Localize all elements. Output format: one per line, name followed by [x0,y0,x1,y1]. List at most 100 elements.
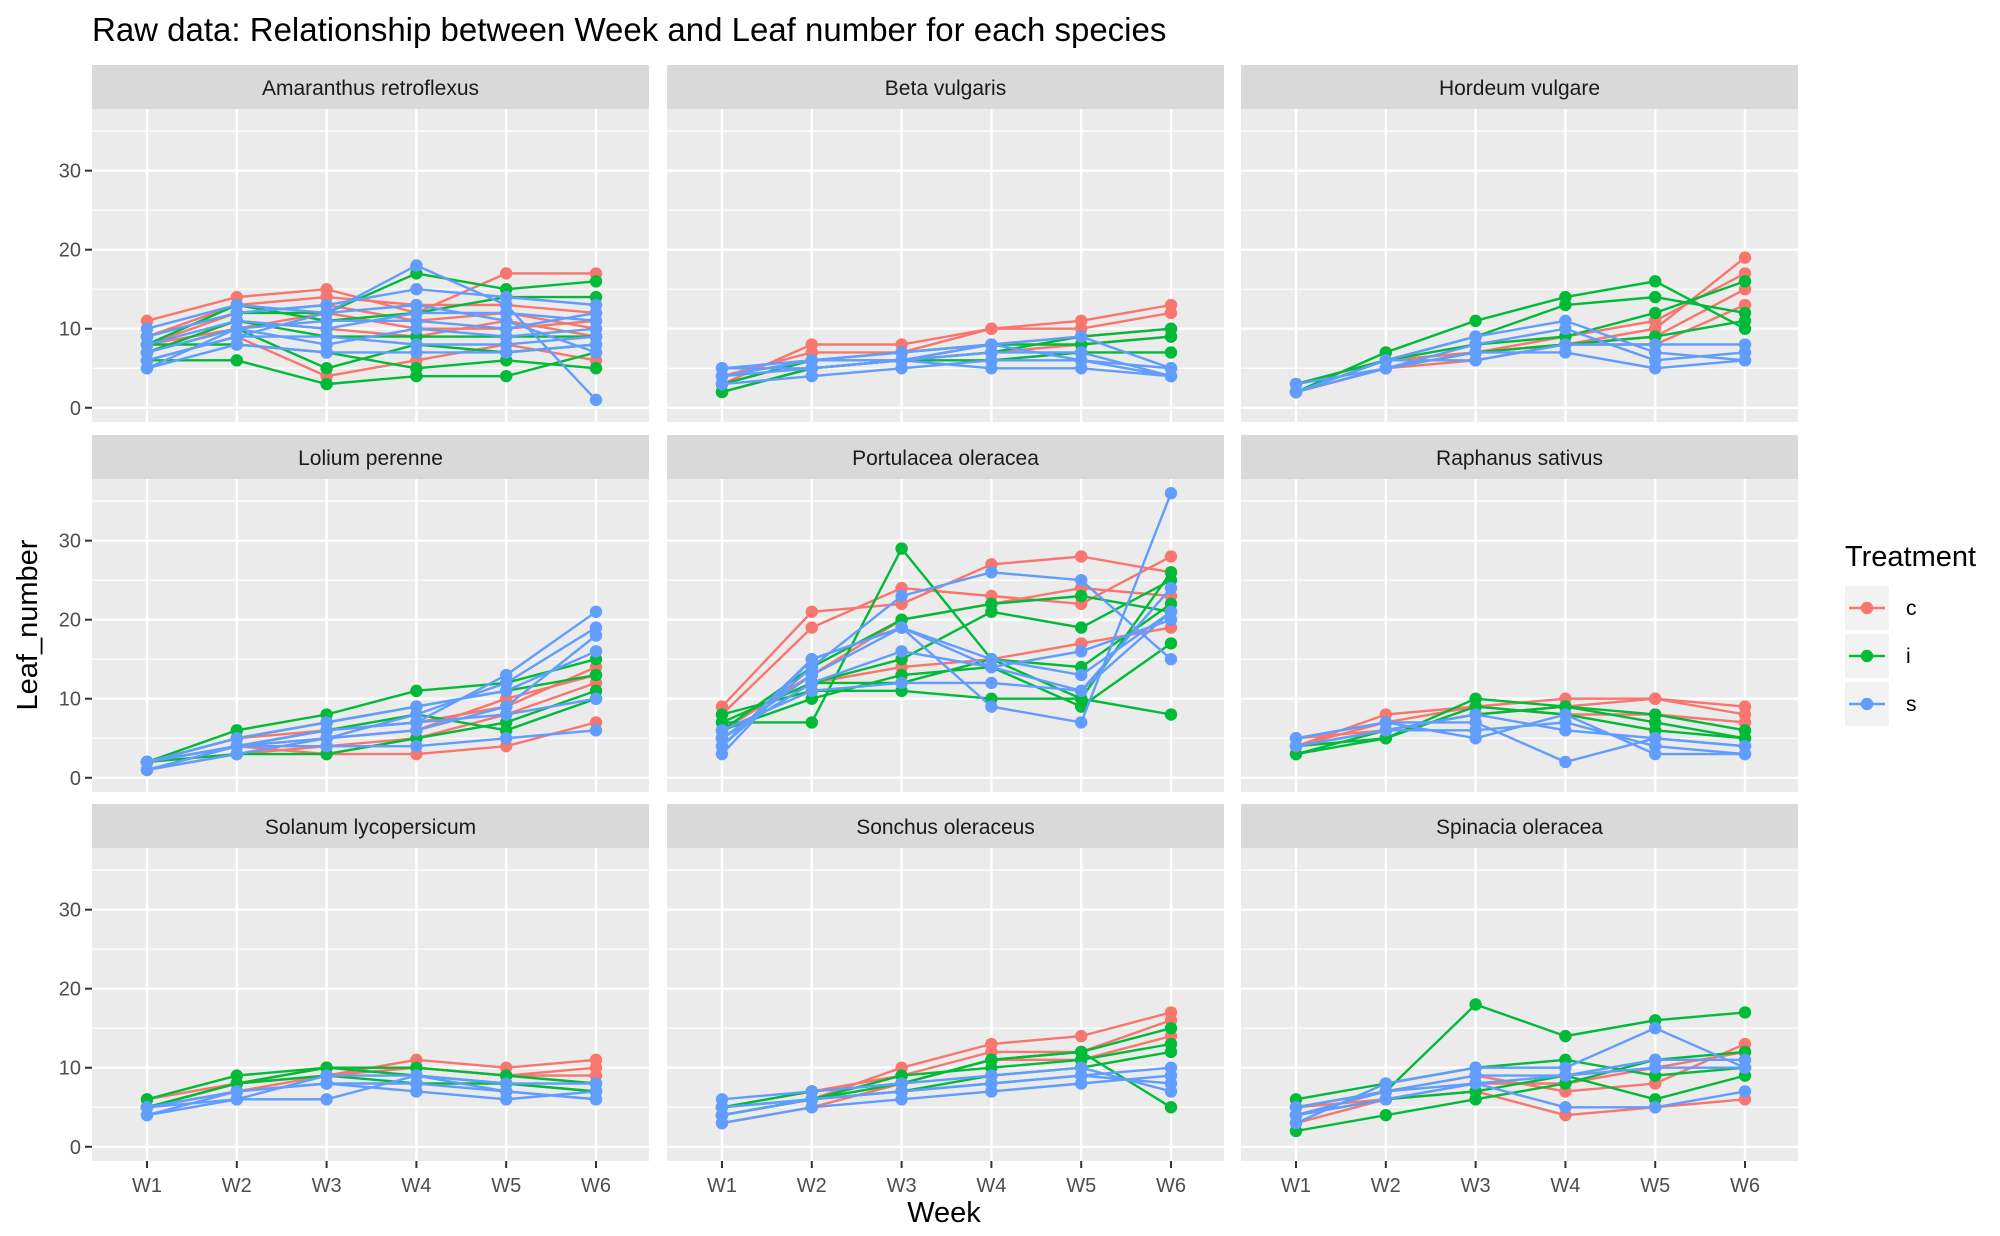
data-point-i [1559,298,1572,312]
data-point-s [589,393,603,407]
data-point-s [805,362,818,375]
legend: Treatment c i s [1845,541,1976,726]
data-point-i [805,716,818,729]
data-point-s [1649,362,1662,375]
data-point-s [805,653,818,666]
facet-strip-label: Beta vulgaris [885,77,1006,100]
series-line-s [146,343,597,370]
facet-panel: Lolium perenne 0 10 20 30 [59,435,649,792]
facet-panel: Portulacea oleracea [667,435,1224,792]
series-line-s [146,729,597,764]
data-point-s [589,1077,603,1090]
data-point-s [1649,1022,1662,1035]
data-point-s [1559,1101,1572,1114]
data-point-i [500,369,513,383]
data-point-i [1469,314,1482,328]
facet-strip [1241,804,1798,848]
x-axis-label: Week [907,1197,981,1229]
data-point-c [1164,550,1178,563]
data-point-s [500,1077,513,1090]
x-tick-label: W1 [132,1175,162,1197]
data-point-s [1469,708,1482,721]
data-point-i [985,605,998,618]
data-point-s [1559,338,1572,351]
data-point-s [1164,581,1178,595]
facet-panel: Amaranthus retroflexus 0 10 20 30 [59,65,649,422]
series-line-i [147,351,597,386]
series-line-s [146,1074,596,1109]
facet-panel: Spinacia oleracea W1 W2 W3 W4 W5 W6 [1241,804,1798,1197]
data-point-i [1738,314,1752,328]
data-point-s [895,1085,908,1098]
data-point-i [1559,1029,1572,1043]
series-line-s [721,587,1172,732]
x-tick-label: W5 [491,1175,521,1197]
chart-title: Raw data: Relationship between Week and … [92,11,1166,48]
data-point-i [1164,637,1178,650]
data-point-s [1075,668,1088,682]
data-point-s [1649,747,1662,761]
x-tick-label: W3 [1461,1175,1491,1197]
series-line-s [721,351,1172,378]
series-line-c [146,295,597,338]
data-point-s [1738,1061,1752,1074]
x-tick-label: W3 [312,1175,342,1197]
x-tick-label: W3 [887,1175,917,1197]
series-line-c [721,555,1172,716]
x-tick-label: W6 [581,1175,611,1197]
data-point-s [1075,645,1088,658]
legend-entry-label: s [1906,693,1917,716]
data-point-s [1379,354,1393,367]
y-axis-label: Leaf_number [12,539,44,710]
data-point-s [1738,338,1752,351]
y-tick-label: 0 [70,398,81,420]
x-tick-label: W1 [707,1175,737,1197]
data-point-s [1649,1101,1662,1114]
y-tick-label: 30 [59,161,81,183]
data-point-s [500,732,513,745]
legend-title: Treatment [1845,541,1976,573]
series-line-s [146,303,597,362]
data-point-s [410,1069,423,1082]
x-tick-label: W6 [1156,1175,1186,1197]
data-point-c [500,267,513,280]
data-point-s [1075,330,1088,343]
data-point-s [1559,1069,1572,1082]
legend-entry-label: i [1906,645,1911,668]
x-tick-label: W2 [222,1175,252,1197]
facet-strip [1241,435,1798,479]
series-line-i [1295,705,1746,748]
series-line-s [721,1066,1172,1101]
y-tick-label: 10 [59,1058,81,1080]
series-line-s [1295,713,1746,748]
facet-strip [667,65,1224,109]
data-point-s [500,684,513,698]
legend-key-point [1860,649,1874,663]
data-point-s [1379,724,1393,737]
data-point-s [1075,1069,1088,1082]
data-point-s [589,724,603,737]
series-line-s [721,1066,1172,1117]
series-line-s [146,287,597,338]
facet-strip-label: Lolium perenne [298,447,443,470]
series-line-c [721,311,1172,378]
series-line-i [146,295,596,346]
data-point-i [410,684,423,698]
data-point-s [805,1093,818,1106]
data-point-s [1289,1108,1303,1122]
data-point-i [230,354,243,367]
series-line-i [721,594,1172,732]
plot-panel-background [1241,848,1798,1161]
series-line-s [721,618,1172,740]
x-tick-label: W5 [1640,1175,1670,1197]
series-line-s [1295,1026,1746,1125]
data-point-s [589,629,603,642]
data-point-s [895,645,908,658]
data-point-s [1289,739,1303,753]
data-point-s [1164,653,1178,666]
data-point-s [589,346,603,359]
data-point-s [410,700,423,713]
y-tick-label: 20 [59,610,81,632]
facet-strip [92,435,649,479]
